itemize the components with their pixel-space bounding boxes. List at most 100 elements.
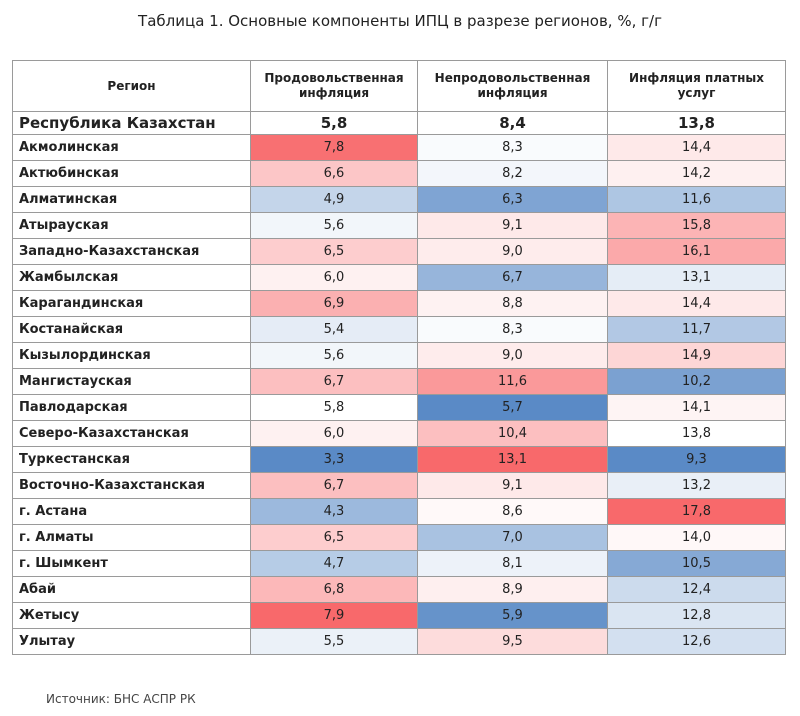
value-cell: 9,0 xyxy=(417,342,608,369)
region-name: Атырауская xyxy=(12,212,251,239)
value-cell: 9,5 xyxy=(417,628,608,655)
value-cell: 11,7 xyxy=(607,316,786,343)
header-row: Регион Продовольственная инфляция Непродов… xyxy=(12,60,786,112)
cpi-table: Регион Продовольственная инфляция Непродов… xyxy=(12,60,786,655)
value-cell: 6,0 xyxy=(250,420,418,447)
header-cell: Непродовольственная инфляция xyxy=(417,60,608,112)
value-cell: 5,4 xyxy=(250,316,418,343)
value-cell: 5,6 xyxy=(250,342,418,369)
region-row: Алматинская 4,9 6,3 11,6 xyxy=(12,186,786,213)
total-row: Республика Казахстан 5,8 8,4 13,8 xyxy=(12,111,786,135)
region-row: Западно-Казахстанская 6,5 9,0 16,1 xyxy=(12,238,786,265)
value-cell: 9,1 xyxy=(417,212,608,239)
value-cell: 9,0 xyxy=(417,238,608,265)
value-cell: 14,0 xyxy=(607,524,786,551)
region-name: Республика Казахстан xyxy=(12,111,251,135)
value-cell: 13,2 xyxy=(607,472,786,499)
region-name: г. Алматы xyxy=(12,524,251,551)
region-name: Улытау xyxy=(12,628,251,655)
value-cell: 11,6 xyxy=(417,368,608,395)
value-cell: 13,8 xyxy=(607,111,786,135)
region-name: Западно-Казахстанская xyxy=(12,238,251,265)
region-row: Абай 6,8 8,9 12,4 xyxy=(12,576,786,603)
value-cell: 6,6 xyxy=(250,160,418,187)
value-cell: 5,7 xyxy=(417,394,608,421)
value-cell: 6,5 xyxy=(250,524,418,551)
region-row: Северо-Казахстанская 6,0 10,4 13,8 xyxy=(12,420,786,447)
value-cell: 6,3 xyxy=(417,186,608,213)
region-name: Туркестанская xyxy=(12,446,251,473)
value-cell: 8,3 xyxy=(417,134,608,161)
value-cell: 13,8 xyxy=(607,420,786,447)
region-row: Мангистауская 6,7 11,6 10,2 xyxy=(12,368,786,395)
value-cell: 4,7 xyxy=(250,550,418,577)
region-name: Жетысу xyxy=(12,602,251,629)
header-cell: Регион xyxy=(12,60,251,112)
value-cell: 8,9 xyxy=(417,576,608,603)
value-cell: 13,1 xyxy=(607,264,786,291)
region-name: Северо-Казахстанская xyxy=(12,420,251,447)
value-cell: 6,7 xyxy=(250,368,418,395)
region-name: Жамбылская xyxy=(12,264,251,291)
value-cell: 8,4 xyxy=(417,111,608,135)
header-cell: Продовольственная инфляция xyxy=(250,60,418,112)
region-row: г. Астана 4,3 8,6 17,8 xyxy=(12,498,786,525)
region-row: г. Алматы 6,5 7,0 14,0 xyxy=(12,524,786,551)
value-cell: 17,8 xyxy=(607,498,786,525)
region-row: Жамбылская 6,0 6,7 13,1 xyxy=(12,264,786,291)
region-row: Туркестанская 3,3 13,1 9,3 xyxy=(12,446,786,473)
value-cell: 6,0 xyxy=(250,264,418,291)
region-row: Акмолинская 7,8 8,3 14,4 xyxy=(12,134,786,161)
value-cell: 6,7 xyxy=(417,264,608,291)
region-name: Алматинская xyxy=(12,186,251,213)
region-row: Карагандинская 6,9 8,8 14,4 xyxy=(12,290,786,317)
value-cell: 3,3 xyxy=(250,446,418,473)
value-cell: 12,4 xyxy=(607,576,786,603)
value-cell: 7,9 xyxy=(250,602,418,629)
value-cell: 16,1 xyxy=(607,238,786,265)
value-cell: 14,9 xyxy=(607,342,786,369)
value-cell: 10,4 xyxy=(417,420,608,447)
value-cell: 5,9 xyxy=(417,602,608,629)
value-cell: 8,8 xyxy=(417,290,608,317)
region-name: Восточно-Казахстанская xyxy=(12,472,251,499)
value-cell: 8,6 xyxy=(417,498,608,525)
region-name: Мангистауская xyxy=(12,368,251,395)
value-cell: 6,7 xyxy=(250,472,418,499)
value-cell: 12,8 xyxy=(607,602,786,629)
value-cell: 4,9 xyxy=(250,186,418,213)
region-row: Кызылординская 5,6 9,0 14,9 xyxy=(12,342,786,369)
value-cell: 6,9 xyxy=(250,290,418,317)
value-cell: 7,8 xyxy=(250,134,418,161)
region-row: Восточно-Казахстанская 6,7 9,1 13,2 xyxy=(12,472,786,499)
value-cell: 14,4 xyxy=(607,290,786,317)
value-cell: 5,5 xyxy=(250,628,418,655)
value-cell: 9,1 xyxy=(417,472,608,499)
source-note: Источник: БНС АСПР РК xyxy=(46,692,196,706)
region-name: Кызылординская xyxy=(12,342,251,369)
value-cell: 8,3 xyxy=(417,316,608,343)
header-cell: Инфляция платных услуг xyxy=(607,60,786,112)
value-cell: 10,2 xyxy=(607,368,786,395)
value-cell: 5,6 xyxy=(250,212,418,239)
region-row: Улытау 5,5 9,5 12,6 xyxy=(12,628,786,655)
value-cell: 11,6 xyxy=(607,186,786,213)
value-cell: 8,2 xyxy=(417,160,608,187)
region-name: г. Шымкент xyxy=(12,550,251,577)
value-cell: 5,8 xyxy=(250,394,418,421)
region-name: Акмолинская xyxy=(12,134,251,161)
value-cell: 12,6 xyxy=(607,628,786,655)
region-name: Костанайская xyxy=(12,316,251,343)
value-cell: 7,0 xyxy=(417,524,608,551)
region-row: Костанайская 5,4 8,3 11,7 xyxy=(12,316,786,343)
region-row: Жетысу 7,9 5,9 12,8 xyxy=(12,602,786,629)
region-name: Актюбинская xyxy=(12,160,251,187)
value-cell: 13,1 xyxy=(417,446,608,473)
value-cell: 8,1 xyxy=(417,550,608,577)
value-cell: 14,4 xyxy=(607,134,786,161)
value-cell: 10,5 xyxy=(607,550,786,577)
value-cell: 14,1 xyxy=(607,394,786,421)
region-row: Атырауская 5,6 9,1 15,8 xyxy=(12,212,786,239)
region-row: Актюбинская 6,6 8,2 14,2 xyxy=(12,160,786,187)
